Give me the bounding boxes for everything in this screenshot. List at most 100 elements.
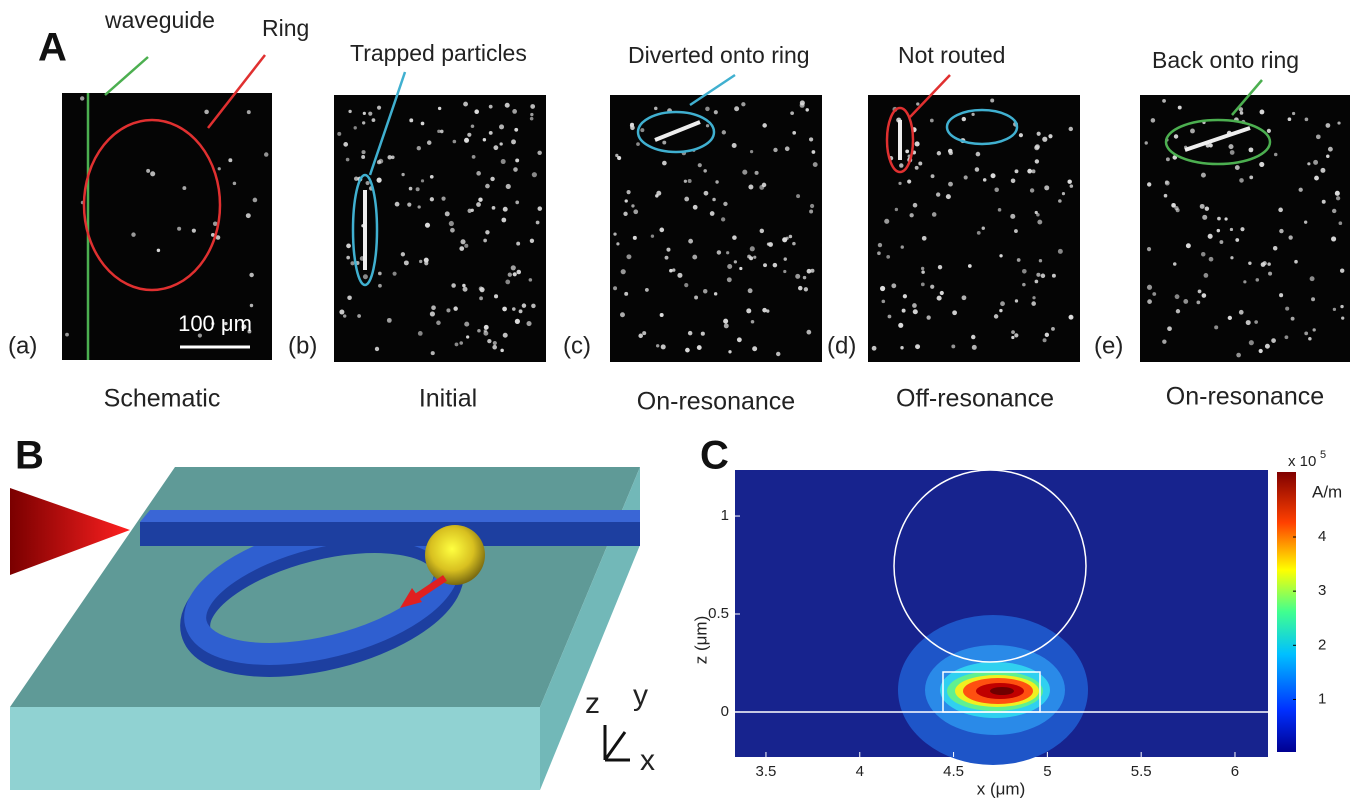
particle [1151,118,1156,123]
particle [1176,309,1180,313]
particle [421,122,425,126]
x-tick-label: 3.5 [756,763,777,780]
particle [790,111,794,115]
particle [692,255,697,260]
particle [1147,299,1152,304]
particle [913,203,918,208]
particle [1202,293,1207,298]
particle [416,187,420,191]
particle [723,319,728,324]
particle [1201,252,1206,257]
particle [1316,134,1321,139]
particle [751,320,755,324]
device-illustration [10,467,640,790]
particle [451,283,456,288]
particle [1014,333,1018,337]
particle [999,254,1002,257]
particle [463,287,468,292]
particle [1035,211,1038,214]
particle [809,137,813,141]
particle [916,102,919,105]
particle [795,274,800,279]
particle [1022,269,1027,274]
particle [1011,330,1015,334]
particle [513,167,518,172]
particle [1335,191,1340,196]
particle [662,161,667,166]
particle [915,141,920,146]
particle [732,143,737,148]
particle [503,333,508,338]
particle [921,267,924,270]
particle [813,162,818,167]
particle [464,138,469,143]
particle [1228,316,1232,320]
particle [905,149,909,153]
annotation: Not routed [898,42,1005,68]
particle [1037,132,1041,136]
particle [1326,123,1331,128]
particle [752,346,757,351]
particle [742,170,747,175]
particle [800,103,805,108]
particle [1058,249,1063,254]
particle [1308,337,1312,341]
particle [654,107,658,111]
particle [1037,220,1042,225]
particle [1331,236,1336,241]
particle [492,206,496,210]
particle [640,128,644,132]
particle [684,197,689,202]
particle [976,152,981,157]
particle [1235,238,1239,242]
particle [246,213,251,218]
particle [1174,206,1178,210]
colorbar-tick-label: 4 [1318,528,1326,545]
particle [511,265,516,270]
particle [1246,320,1251,325]
particle [937,296,942,301]
particle [472,155,476,159]
particle [971,113,974,116]
particle [1267,129,1271,133]
particle [1162,99,1166,103]
particle [1164,194,1168,198]
particle [898,182,901,185]
particle [684,283,688,287]
particle [1032,296,1035,299]
particle [1017,258,1021,262]
particle [972,345,977,350]
particle [1067,179,1071,183]
particle [1340,268,1344,272]
y-tick-label: 1 [721,507,729,524]
particle [994,187,999,192]
particle [500,349,504,353]
particle [1052,274,1056,278]
particle [694,296,698,300]
particle [932,212,937,217]
particle [623,212,627,216]
particle [489,105,493,109]
particle [446,308,450,312]
particle [409,187,413,191]
particle [1219,240,1223,244]
particle [661,344,666,349]
particle [1249,147,1254,152]
particle [1039,259,1042,262]
particle [812,150,816,154]
particle [762,123,767,128]
particle [346,158,350,162]
x-axis-label: x (μm) [977,779,1026,798]
particle [441,197,445,201]
particle [1019,133,1023,137]
particle [530,113,533,116]
particle [1036,273,1040,277]
particle [233,182,237,186]
colorbar-exponent: 5 [1320,449,1326,461]
particle [948,149,953,154]
annotation: waveguide [104,7,215,33]
particle [354,126,357,129]
particle [483,331,488,336]
particle [962,117,966,121]
particle [991,173,996,178]
